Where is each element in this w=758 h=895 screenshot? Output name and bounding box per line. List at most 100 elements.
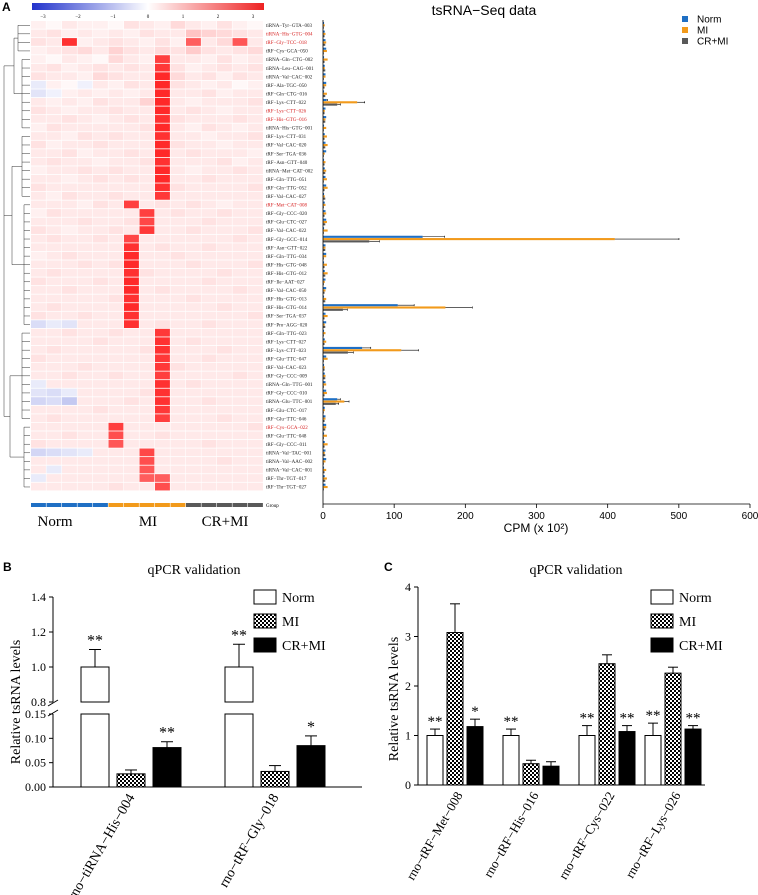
legend-label: CR+MI — [282, 639, 326, 654]
heatmap-cell — [201, 388, 217, 397]
heatmap-cell — [217, 157, 232, 166]
heatmap-cell — [201, 21, 217, 29]
heatmap-cell — [62, 192, 77, 200]
heatmap-cell — [124, 405, 139, 414]
heatmap-cell — [46, 397, 62, 405]
heatmap-cell — [155, 311, 170, 320]
heatmap-cell — [124, 337, 139, 346]
cpm-bar — [323, 163, 325, 166]
heatmap-cell — [62, 397, 77, 405]
heatmap-cell — [186, 97, 201, 106]
significance-label: ** — [686, 711, 701, 727]
heatmap-cell — [248, 226, 263, 234]
group-label-norm: Norm — [38, 514, 73, 530]
heatmap-cell — [31, 354, 46, 363]
heatmap-cell — [170, 209, 186, 217]
heatmap-cell — [93, 80, 108, 89]
heatmap-cell — [186, 337, 201, 346]
heatmap-cell — [248, 115, 263, 123]
heatmap-cell — [31, 192, 46, 200]
group-bar-cell — [77, 503, 93, 507]
heatmap-cell — [124, 303, 139, 311]
cpm-bar — [323, 263, 327, 266]
heatmap-cell — [77, 405, 93, 414]
heatmap-cell — [186, 115, 201, 123]
row-label: tRF−Glu−TTC−048 — [266, 434, 307, 439]
heatmap-cell — [232, 268, 248, 277]
cpm-bar — [323, 398, 338, 401]
colorbar-tick-label: −2 — [75, 15, 81, 20]
heatmap-cell — [155, 106, 170, 115]
heatmap-cell — [139, 328, 155, 337]
heatmap-cell — [124, 115, 139, 123]
row-label: tRF−Val−CAC−020 — [266, 144, 307, 149]
heatmap-cell — [93, 209, 108, 217]
heatmap-cell — [108, 29, 124, 38]
cpm-bar — [323, 443, 328, 446]
heatmap-cell — [139, 251, 155, 260]
heatmap-cell — [77, 354, 93, 363]
panel-b-legend: Norm MI CR+MI — [253, 589, 326, 654]
heatmap-cell — [108, 149, 124, 157]
cpm-bar — [323, 451, 325, 454]
y-tick-label: 0.10 — [25, 731, 46, 745]
heatmap-cell — [155, 55, 170, 63]
heatmap-cell — [232, 63, 248, 72]
heatmap-cell — [170, 482, 186, 491]
cpm-bar — [323, 112, 325, 115]
heatmap-cell — [170, 474, 186, 482]
heatmap-cell — [232, 457, 248, 465]
heatmap-cell — [217, 200, 232, 209]
heatmap-cell — [31, 132, 46, 140]
heatmap-cell — [108, 251, 124, 260]
row-label: tRF−Gly−TCC−018 — [266, 41, 307, 46]
heatmap-cell — [124, 217, 139, 226]
heatmap-cell — [77, 457, 93, 465]
heatmap-cell — [186, 268, 201, 277]
heatmap-cell — [31, 29, 46, 38]
qpcr-bar — [466, 726, 484, 786]
cpm-bar — [323, 238, 615, 241]
y-tick-label: 1.2 — [31, 625, 46, 639]
heatmap-cell — [201, 132, 217, 140]
heatmap-cell — [62, 174, 77, 183]
heatmap-cell — [201, 55, 217, 63]
heatmap-cell — [62, 234, 77, 243]
heatmap-cell — [186, 80, 201, 89]
heatmap-cell — [124, 328, 139, 337]
heatmap-cell — [201, 337, 217, 346]
heatmap-cell — [139, 363, 155, 371]
heatmap — [31, 21, 263, 491]
heatmap-cell — [232, 157, 248, 166]
heatmap-cell — [46, 371, 62, 380]
heatmap-cell — [62, 217, 77, 226]
heatmap-cell — [217, 457, 232, 465]
cpm-bar — [323, 86, 325, 89]
heatmap-cell — [155, 439, 170, 448]
heatmap-cell — [248, 303, 263, 311]
row-label: tRF−Cys−GCA−022 — [266, 426, 308, 431]
heatmap-cell — [155, 294, 170, 303]
heatmap-cell — [77, 217, 93, 226]
heatmap-cell — [31, 465, 46, 474]
heatmap-cell — [77, 414, 93, 423]
heatmap-cell — [124, 251, 139, 260]
cpm-bar — [323, 355, 327, 358]
heatmap-cell — [31, 448, 46, 457]
heatmap-cell — [77, 465, 93, 474]
heatmap-cell — [124, 457, 139, 465]
heatmap-cell — [201, 422, 217, 431]
cpm-bar — [323, 372, 325, 375]
cpm-bar — [323, 41, 327, 44]
heatmap-cell — [77, 157, 93, 166]
heatmap-cell — [232, 234, 248, 243]
heatmap-cell — [139, 234, 155, 243]
heatmap-cell — [186, 157, 201, 166]
heatmap-cell — [155, 251, 170, 260]
heatmap-cell — [62, 277, 77, 286]
y-tick-label: 0.00 — [25, 780, 46, 794]
heatmap-cell — [170, 337, 186, 346]
heatmap-cell — [139, 414, 155, 423]
heatmap-cell — [93, 132, 108, 140]
cpm-bar — [323, 58, 328, 61]
